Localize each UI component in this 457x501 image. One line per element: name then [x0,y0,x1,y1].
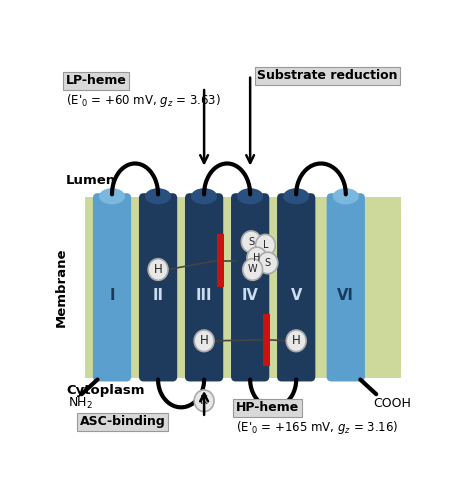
Circle shape [255,234,275,256]
Text: H: H [154,263,162,276]
Text: L: L [263,240,268,250]
Circle shape [241,231,261,253]
Text: HP-heme: HP-heme [236,401,299,414]
Ellipse shape [237,188,263,204]
FancyBboxPatch shape [93,193,131,381]
Text: (E'$_0$ = +60 mV, $g_z$ = 3.63): (E'$_0$ = +60 mV, $g_z$ = 3.63) [66,92,221,109]
Text: COOH: COOH [373,397,411,410]
Bar [262,314,271,366]
FancyBboxPatch shape [327,193,365,381]
Text: Cytoplasm: Cytoplasm [66,384,144,397]
Text: (E'$_0$ = +165 mV, $g_z$ = 3.16): (E'$_0$ = +165 mV, $g_z$ = 3.16) [236,419,399,436]
Circle shape [243,259,262,280]
FancyBboxPatch shape [139,193,177,381]
FancyBboxPatch shape [231,193,269,381]
Text: S: S [265,258,271,268]
Text: VI: VI [337,288,354,303]
Text: II: II [153,288,164,303]
Circle shape [258,252,278,274]
Circle shape [194,330,214,352]
Ellipse shape [191,188,217,204]
Circle shape [286,330,306,352]
Text: H: H [253,253,260,263]
Text: I: I [109,288,115,303]
Text: ASC-binding: ASC-binding [80,415,165,428]
Bar [217,234,224,288]
Text: S: S [248,236,254,246]
Circle shape [247,247,267,269]
Ellipse shape [99,188,125,204]
Text: V: V [291,288,302,303]
Text: NH$_2$: NH$_2$ [68,396,93,411]
FancyBboxPatch shape [277,193,315,381]
Ellipse shape [333,188,359,204]
Text: H: H [200,334,208,347]
FancyBboxPatch shape [185,193,223,381]
Text: Membrane: Membrane [55,248,68,328]
Text: K: K [200,394,208,407]
Text: Substrate reduction: Substrate reduction [257,69,398,82]
Text: H: H [292,334,301,347]
Ellipse shape [145,188,171,204]
Text: LP-heme: LP-heme [66,74,127,87]
Text: W: W [248,265,257,275]
Circle shape [194,390,214,411]
Circle shape [148,259,168,281]
Text: IV: IV [242,288,259,303]
Bar [85,197,401,378]
Text: Lumen: Lumen [66,174,116,187]
Text: III: III [196,288,213,303]
Ellipse shape [283,188,309,204]
